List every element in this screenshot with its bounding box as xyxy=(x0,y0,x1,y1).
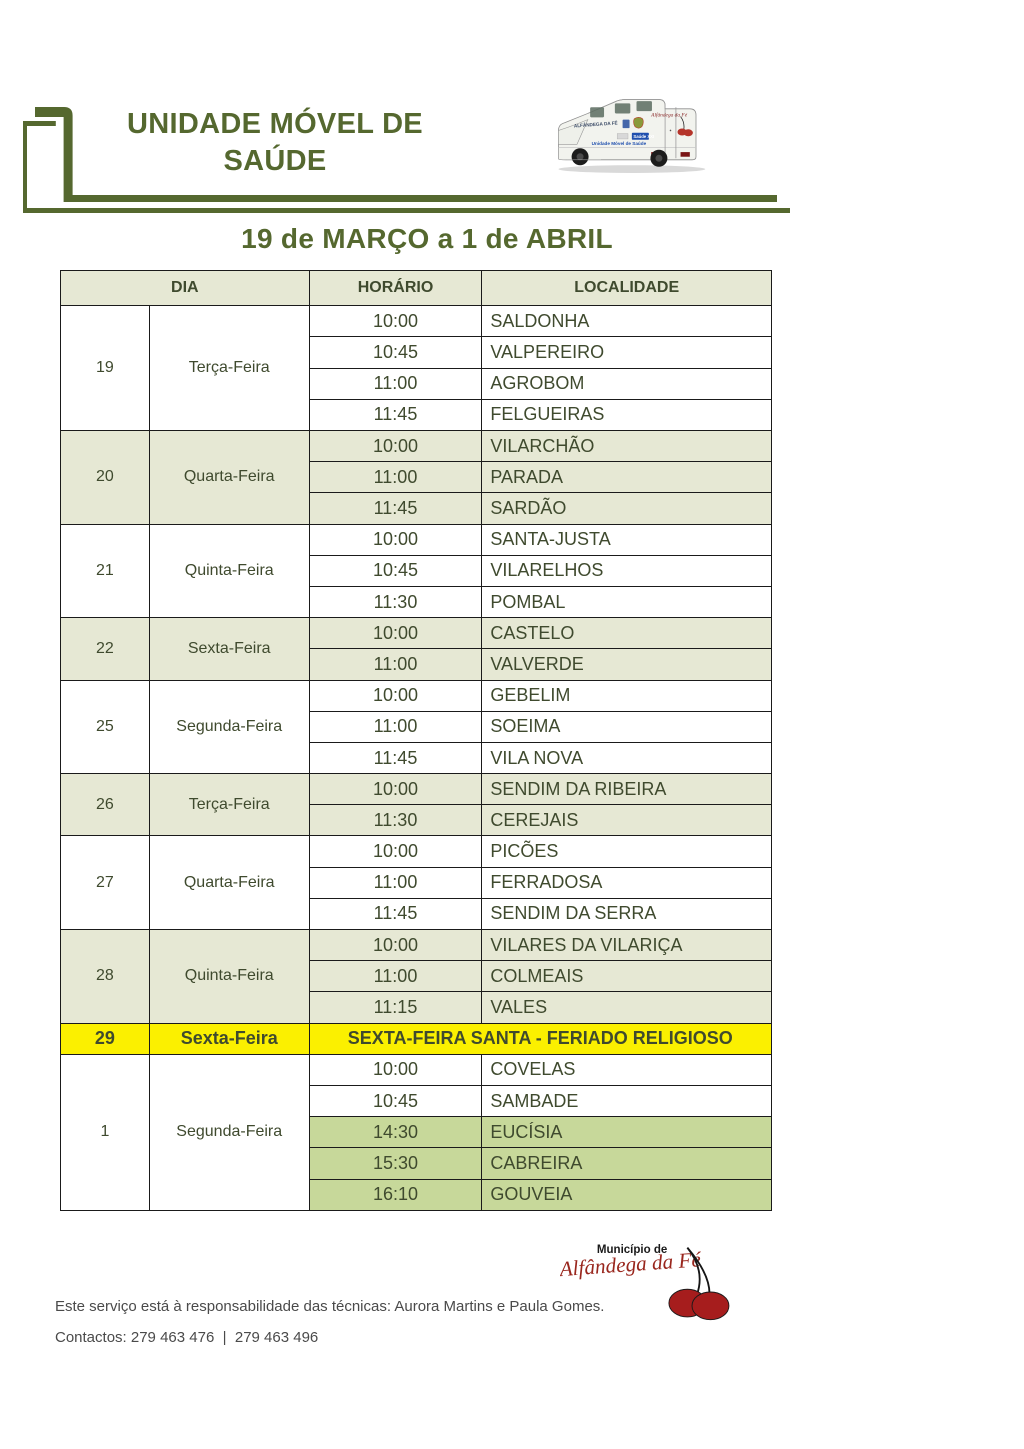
svg-text:Alfândega da Fé: Alfândega da Fé xyxy=(560,1247,703,1281)
svg-text:Alfândega da Fé: Alfândega da Fé xyxy=(650,112,688,119)
svg-text:Unidade Móvel de Saúde: Unidade Móvel de Saúde xyxy=(592,141,647,146)
svg-text:Saúde XXI: Saúde XXI xyxy=(633,134,654,139)
